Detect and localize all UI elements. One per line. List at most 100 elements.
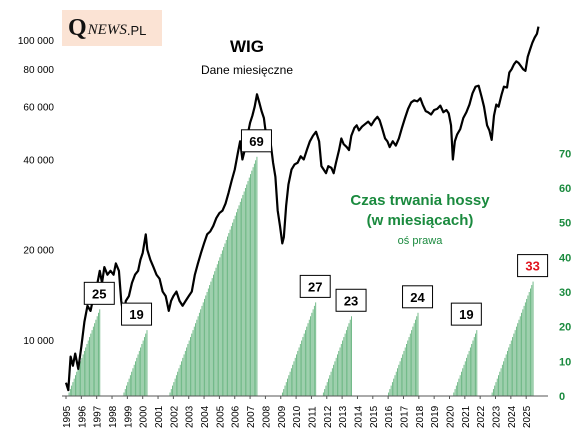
x-tick-label-2001: 2001: [154, 405, 165, 428]
bull-bar-7-month-21: [517, 323, 519, 396]
bull-bar-0-month-5: [73, 378, 75, 396]
bull-bar-7-month-6: [498, 375, 499, 396]
bull-bar-2-month-59: [243, 191, 245, 396]
bull-bar-5-month-2: [389, 389, 391, 396]
bull-bar-4-month-11: [335, 357, 337, 396]
bull-label-box-7: [517, 254, 549, 278]
bull-bar-2-month-45: [225, 240, 227, 396]
bull-bar-7-month-18: [513, 333, 515, 396]
bull-bar-1-month-8: [132, 368, 134, 396]
bull-bar-7-month-26: [523, 305, 525, 396]
bull-bar-5-month-23: [416, 316, 418, 396]
x-tick-label-2022: 2022: [476, 405, 487, 428]
bull-bar-6-month-18: [475, 333, 476, 396]
bull-bar-2-month-60: [244, 188, 246, 396]
bull-bar-3-month-11: [294, 357, 296, 396]
bull-bar-1-month-15: [141, 344, 143, 396]
bull-bar-1-month-13: [138, 350, 140, 396]
bull-market-bars: [68, 156, 534, 396]
right-tick-label-40: 40: [559, 252, 571, 264]
bull-label-box-6: [450, 302, 482, 326]
bull-bar-6-month-13: [468, 350, 470, 396]
bull-bar-7-month-7: [499, 371, 501, 396]
bull-label-box-5: [402, 285, 434, 309]
logo-domain-pl: .PL: [126, 22, 147, 38]
bull-bar-1-month-5: [128, 378, 130, 396]
x-tick-label-2012: 2012: [323, 405, 334, 428]
left-tick-label-40000: 40 000: [23, 155, 54, 166]
x-tick-label-2021: 2021: [461, 405, 472, 428]
bull-bar-7-month-19: [514, 330, 516, 396]
x-tick-label-2013: 2013: [338, 405, 349, 428]
bull-bar-0-month-1: [68, 392, 70, 396]
bull-bar-4-month-20: [347, 326, 349, 396]
bull-bar-0-month-11: [81, 357, 83, 396]
bull-bar-7-month-22: [518, 319, 520, 396]
bull-label-value-2: 69: [249, 134, 263, 149]
bull-bar-2-month-63: [248, 177, 250, 396]
bull-bar-2-month-16: [188, 340, 190, 396]
right-tick-label-20: 20: [559, 322, 571, 334]
x-tick-label-2024: 2024: [507, 405, 518, 428]
bull-bar-6-month-9: [463, 364, 465, 396]
bull-bar-3-month-18: [303, 333, 305, 396]
bull-bar-7-month-28: [526, 298, 528, 396]
bull-bar-6-month-8: [462, 368, 464, 396]
bull-bar-1-month-16: [142, 340, 144, 396]
right-tick-label-60: 60: [559, 183, 571, 195]
x-tick-label-2008: 2008: [261, 405, 272, 428]
bull-bar-2-month-46: [227, 236, 228, 396]
bull-bar-2-month-38: [216, 264, 218, 396]
bull-bar-1-month-1: [123, 392, 125, 396]
bull-bar-2-month-29: [205, 295, 207, 396]
bull-bar-5-month-22: [414, 319, 416, 396]
bull-bar-5-month-24: [417, 312, 419, 396]
bull-bar-2-month-49: [230, 226, 232, 396]
bull-bar-3-month-14: [298, 347, 300, 396]
right-tick-label-30: 30: [559, 287, 571, 299]
bull-bar-7-month-2: [492, 389, 494, 396]
x-tick-label-2007: 2007: [246, 405, 257, 428]
bull-bar-6-month-5: [458, 378, 460, 396]
x-tick-label-2000: 2000: [139, 405, 150, 428]
bull-bar-0-month-14: [85, 347, 87, 396]
bull-bar-2-month-5: [174, 378, 176, 396]
bull-bar-0-month-24: [98, 312, 99, 396]
bull-bar-3-month-23: [310, 316, 312, 396]
left-tick-label-100000: 100 000: [18, 36, 55, 47]
bull-bar-0-month-12: [82, 354, 84, 396]
bull-bar-6-month-6: [459, 375, 461, 396]
x-tick-label-1999: 1999: [123, 405, 134, 428]
bull-bar-2-month-14: [186, 347, 188, 396]
bull-bar-7-month-30: [528, 292, 530, 396]
bull-bar-0-month-17: [89, 337, 90, 396]
bull-bar-2-month-50: [232, 222, 234, 396]
bull-bar-1-month-19: [146, 330, 148, 396]
bull-bar-5-month-7: [395, 371, 397, 396]
bull-bar-7-month-29: [527, 295, 529, 396]
bull-bar-1-month-17: [143, 337, 145, 396]
bull-bar-7-month-9: [501, 364, 503, 396]
x-tick-label-2020: 2020: [446, 405, 457, 428]
bull-bar-7-month-17: [512, 337, 514, 396]
bull-bar-0-month-3: [71, 385, 73, 396]
bull-bar-3-month-20: [306, 326, 308, 396]
bull-bar-4-month-23: [351, 316, 352, 396]
bull-bar-2-month-8: [178, 368, 180, 396]
chart-subtitle: Dane miesięczne: [201, 63, 293, 77]
bull-bar-3-month-22: [308, 319, 310, 396]
bull-bar-6-month-15: [471, 344, 473, 396]
bull-bar-5-month-16: [407, 340, 409, 396]
bull-bar-2-month-66: [252, 167, 254, 396]
bull-bar-2-month-37: [215, 267, 217, 396]
bull-bar-1-month-18: [145, 333, 147, 396]
bull-bar-3-month-19: [304, 330, 306, 396]
x-tick-label-1997: 1997: [93, 405, 104, 428]
bull-bar-2-month-54: [237, 208, 239, 396]
annotation-unit: (w miesiącach): [367, 212, 474, 229]
bull-bar-2-month-56: [239, 201, 241, 396]
bull-label-value-0: 25: [92, 286, 106, 301]
bull-bar-7-month-5: [496, 378, 498, 396]
right-tick-label-0: 0: [559, 391, 565, 403]
